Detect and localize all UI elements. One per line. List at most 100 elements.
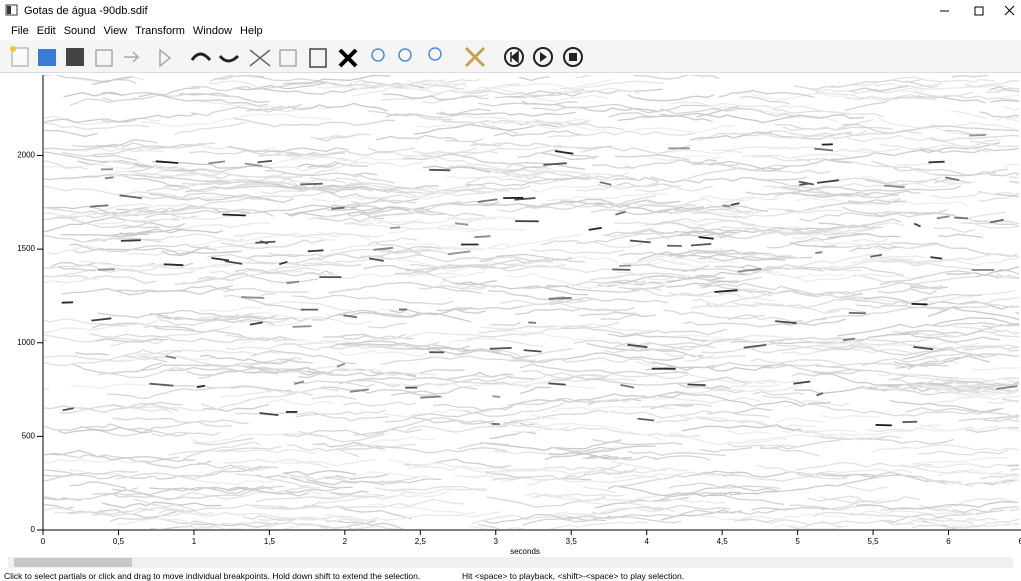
partial <box>198 316 231 319</box>
partial <box>519 76 550 82</box>
rewind-button[interactable] <box>504 47 524 67</box>
zoom-out-button[interactable] <box>371 48 385 62</box>
close-button[interactable] <box>1004 5 1015 16</box>
play-glyph <box>540 52 547 62</box>
partial-strong <box>489 347 512 350</box>
partial <box>232 358 295 367</box>
delete-button[interactable] <box>338 48 358 68</box>
partial <box>919 293 982 301</box>
forward-button[interactable] <box>124 51 140 63</box>
zoom-in-button[interactable] <box>398 48 412 62</box>
partial <box>788 239 891 251</box>
x-tick-label: 2,5 <box>415 537 427 546</box>
partial <box>888 252 1019 267</box>
partial <box>847 198 901 205</box>
new-button[interactable] <box>11 47 29 67</box>
partial <box>856 304 963 311</box>
partial <box>989 86 1019 93</box>
horizontal-scrollbar[interactable] <box>8 557 1013 568</box>
partial <box>635 360 777 385</box>
menu-item[interactable]: View <box>103 25 128 37</box>
stop-button[interactable] <box>563 47 583 67</box>
partial-strong <box>373 246 394 251</box>
partial <box>837 321 996 337</box>
partial <box>478 101 578 107</box>
partial <box>129 163 260 173</box>
save-button[interactable] <box>38 49 56 66</box>
partial <box>525 492 679 503</box>
redo-button[interactable] <box>218 54 240 63</box>
partial <box>251 179 390 200</box>
save-as-button[interactable] <box>66 48 84 66</box>
paste-button[interactable] <box>309 48 327 68</box>
partial <box>101 91 268 107</box>
partial <box>263 521 399 529</box>
partial <box>478 523 501 529</box>
partial-strong <box>743 344 767 349</box>
scroll-thumb[interactable] <box>14 558 132 567</box>
copy-button[interactable] <box>95 49 113 67</box>
partial-strong <box>294 380 305 385</box>
partial <box>351 199 417 205</box>
zoom-reset-button[interactable] <box>428 47 442 61</box>
partial <box>627 94 714 102</box>
partial-strong <box>815 251 823 254</box>
partial <box>1004 94 1019 98</box>
partial <box>616 271 684 281</box>
partial <box>506 164 550 172</box>
partial <box>1015 311 1019 315</box>
partial-strong <box>279 260 288 266</box>
partial <box>793 78 923 90</box>
partial <box>982 324 1019 328</box>
partial <box>663 309 803 323</box>
undo-button[interactable] <box>190 52 212 62</box>
partial <box>447 165 537 178</box>
partial <box>328 282 482 294</box>
partial <box>47 245 105 255</box>
partial <box>850 257 1019 267</box>
partial <box>889 377 1001 391</box>
partial <box>390 392 444 398</box>
duplicate-button[interactable] <box>279 49 297 67</box>
partial <box>697 256 813 262</box>
partial <box>220 389 300 398</box>
partial <box>844 484 888 492</box>
partial <box>182 445 282 461</box>
partial <box>935 389 1019 397</box>
partial <box>445 137 485 143</box>
partial <box>580 144 692 155</box>
partial <box>112 174 231 184</box>
partial <box>566 306 636 312</box>
partial <box>162 384 292 392</box>
partial <box>91 485 285 501</box>
play-button[interactable] <box>533 47 553 67</box>
partial <box>95 338 168 343</box>
partial <box>969 470 1002 475</box>
partials-plot[interactable]: 0 500 1000 1500 2000 0 0,5 1 1,5 2 2,5 3 3,5 4 4,5 5 5,5… <box>0 72 1021 557</box>
partial-strong <box>627 343 648 349</box>
partial <box>659 113 713 123</box>
partial-strong <box>208 160 226 165</box>
partial <box>44 112 198 124</box>
cut-button[interactable] <box>249 49 271 67</box>
partial <box>223 458 329 469</box>
partial <box>186 366 309 376</box>
menu-item[interactable]: Window <box>192 25 233 37</box>
x-tick-label: 3,5 <box>566 537 578 546</box>
menu-item[interactable]: File <box>11 25 29 37</box>
partial <box>960 220 1019 225</box>
partial <box>471 141 502 146</box>
tools-button[interactable] <box>464 46 486 68</box>
partial <box>781 348 960 365</box>
menu-item[interactable]: Help <box>240 25 263 37</box>
menu-item[interactable]: Transform <box>135 25 185 37</box>
partial <box>614 154 691 161</box>
app-icon <box>5 4 18 16</box>
partial <box>491 321 521 326</box>
menu-item[interactable]: Sound <box>63 25 96 37</box>
partial <box>452 280 497 286</box>
partial <box>112 417 249 425</box>
menu-item[interactable]: Edit <box>36 25 56 37</box>
next-button[interactable] <box>159 48 172 68</box>
restore-button[interactable] <box>974 6 984 16</box>
